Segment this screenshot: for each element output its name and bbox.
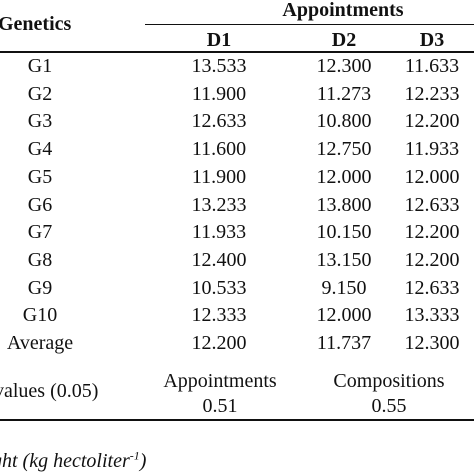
- lsd-compositions-label: Compositions: [333, 370, 445, 392]
- table-cell: 12.000: [316, 166, 372, 188]
- lsd-appointments-value: 0.51: [202, 395, 238, 417]
- table-cell: 11.273: [316, 83, 372, 105]
- row-label: G7: [27, 221, 53, 243]
- col-header-d3: D3: [419, 29, 445, 51]
- table-cell: 11.933: [404, 138, 460, 160]
- table-cell: 12.200: [404, 110, 460, 132]
- table-cell: 12.000: [316, 304, 372, 326]
- row-label: G6: [27, 194, 53, 216]
- table-cell: 10.150: [316, 221, 372, 243]
- header-genetics: Genetics: [0, 13, 72, 35]
- table-cell: 11.900: [191, 166, 247, 188]
- row-label: G1: [27, 55, 53, 77]
- table-cell: 12.200: [404, 221, 460, 243]
- table-cell: 12.750: [316, 138, 372, 160]
- table-cell: 12.333: [191, 304, 247, 326]
- lsd-label: values (0.05): [0, 380, 99, 402]
- table-cell: 13.150: [316, 249, 372, 271]
- table-cell: 11.633: [404, 55, 460, 77]
- table-cell: 12.233: [404, 83, 460, 105]
- table-cell: 10.800: [316, 110, 372, 132]
- table-cell: 13.233: [191, 194, 247, 216]
- table-cell: 13.533: [191, 55, 247, 77]
- header-bottom-rule: [0, 51, 474, 53]
- table-cell: 12.300: [404, 332, 460, 354]
- row-label: G2: [27, 83, 53, 105]
- row-label: Average: [6, 332, 74, 354]
- lsd-compositions-value: 0.55: [371, 395, 407, 417]
- table-cell: 11.737: [316, 332, 372, 354]
- table-cell: 12.300: [316, 55, 372, 77]
- lsd-appointments-label: Appointments: [163, 370, 277, 392]
- row-label: G4: [27, 138, 53, 160]
- table-cell: 12.400: [191, 249, 247, 271]
- row-label: G5: [27, 166, 53, 188]
- table-cell: 12.633: [404, 277, 460, 299]
- table-cell: 11.933: [191, 221, 247, 243]
- table-cell: 12.200: [404, 249, 460, 271]
- footnote: ght (kg hectoliter-1): [0, 448, 147, 472]
- header-group-rule: [145, 24, 474, 25]
- footnote-text: ght (kg hectoliter: [0, 450, 130, 472]
- col-header-d1: D1: [206, 29, 232, 51]
- table-bottom-rule: [0, 419, 474, 421]
- row-label: G8: [27, 249, 53, 271]
- footnote-superscript: -1: [129, 448, 140, 463]
- header-appointments: Appointments: [282, 0, 404, 21]
- table-cell: 9.150: [321, 277, 367, 299]
- table-cell: 11.600: [191, 138, 247, 160]
- table-cell: 12.200: [191, 332, 247, 354]
- row-label: G3: [27, 110, 53, 132]
- table-cell: 11.900: [191, 83, 247, 105]
- table-cell: 13.800: [316, 194, 372, 216]
- col-header-d2: D2: [331, 29, 357, 51]
- table-cell: 12.000: [404, 166, 460, 188]
- row-label: G9: [27, 277, 53, 299]
- table-cell: 12.633: [404, 194, 460, 216]
- table-cell: 10.533: [191, 277, 247, 299]
- table-cell: 13.333: [404, 304, 460, 326]
- table-cell: 12.633: [191, 110, 247, 132]
- footnote-closing: ): [139, 450, 147, 472]
- row-label: G10: [22, 304, 58, 326]
